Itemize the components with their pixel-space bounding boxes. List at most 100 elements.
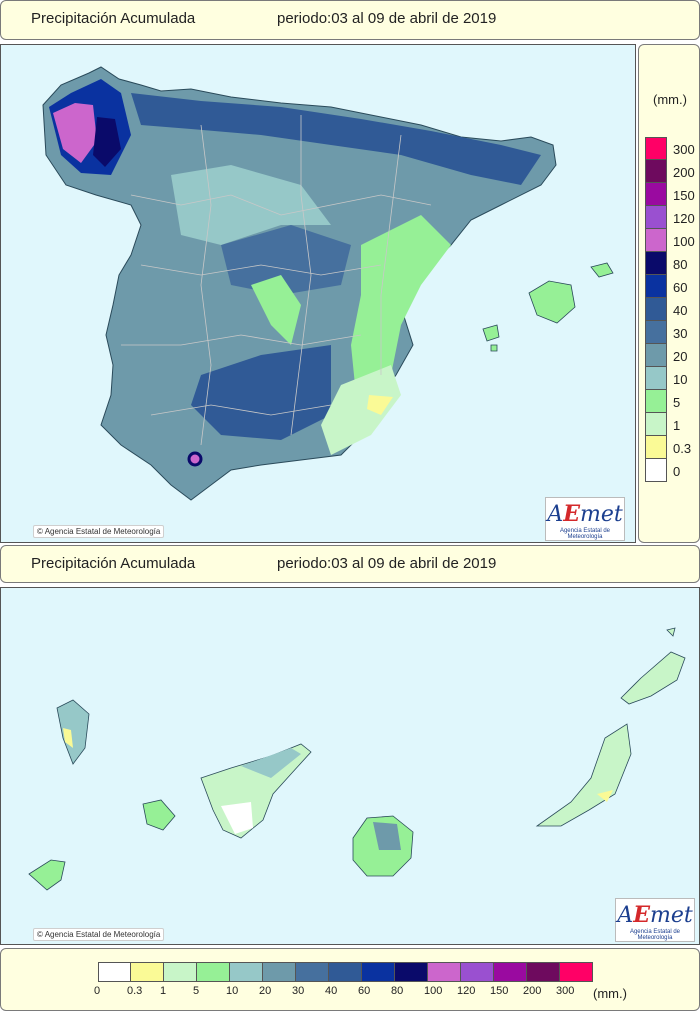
legend-label: 10 (673, 372, 688, 387)
fuerteventura (535, 723, 632, 827)
credit-canary: © Agencia Estatal de Meteorología (33, 928, 165, 941)
logo-mark-a-canary: A (617, 903, 634, 928)
aemet-logo-top: AEmet Agencia Estatal de Meteorología (545, 497, 625, 541)
logo-mark-rest-canary: met (649, 903, 693, 928)
legend-h-swatch (263, 962, 296, 982)
legend-swatch (645, 413, 667, 436)
legend-h-unit: (mm.) (593, 986, 627, 1001)
central-wet-zone (221, 225, 351, 295)
el-hierro (28, 859, 66, 891)
canary-map: © Agencia Estatal de Meteorología AEmet … (0, 587, 700, 945)
logo-mark-rest: met (579, 502, 623, 527)
legend-h-swatch (296, 962, 329, 982)
peninsula-map-graphic (42, 66, 614, 501)
gran-canaria-wet (373, 822, 401, 850)
canary-title-bar: Precipitación Acumulada periodo:03 al 09… (0, 545, 700, 583)
credit-top-text: Agencia Estatal de Meteorología (44, 527, 161, 536)
credit-top: © Agencia Estatal de Meteorología (33, 525, 165, 538)
legend-swatch (645, 321, 667, 344)
legend-h-label: 100 (424, 985, 443, 997)
legend-h-label: 0 (94, 985, 101, 997)
galicia-core (93, 117, 121, 167)
tenerife-north (241, 748, 301, 778)
ibiza (482, 324, 500, 342)
east-dry-zone (351, 215, 451, 395)
legend-swatch (645, 229, 667, 252)
malaga-peak (187, 451, 203, 467)
fuerteventura-dry (597, 790, 613, 802)
legend-h-label: 20 (259, 985, 272, 997)
southeast-driest-zone (367, 395, 393, 415)
legend-h-label: 10 (226, 985, 239, 997)
legend-label: 5 (673, 395, 681, 410)
legend-label: 0.3 (673, 441, 692, 456)
legend-h-label: 60 (358, 985, 371, 997)
legend-label: 120 (673, 211, 695, 226)
legend-h-swatch (329, 962, 362, 982)
legend-swatch (645, 206, 667, 229)
logo-mark-e-canary: E (633, 902, 650, 928)
legend-h-swatch (428, 962, 461, 982)
province-borders (121, 115, 432, 446)
legend-h-label: 80 (391, 985, 404, 997)
legend-label: 20 (673, 349, 688, 364)
menorca (590, 262, 614, 278)
la-graciosa (666, 627, 676, 637)
legend-horizontal: 0 0.3 1 5 10 20 30 40 60 80 100 120 150 200 300 (mm.) (0, 948, 700, 1011)
legend-swatch (645, 183, 667, 206)
peninsula-map: © Agencia Estatal de Meteorología AEmet … (0, 44, 636, 543)
logo-mark-a: A (547, 502, 564, 527)
legend-label: 30 (673, 326, 688, 341)
legend-h-swatch (560, 962, 593, 982)
credit-canary-text: Agencia Estatal de Meteorología (44, 930, 161, 939)
aemet-logo-canary: AEmet Agencia Estatal de Meteorología (615, 898, 695, 942)
la-palma-dry (63, 728, 73, 748)
legend-swatch (645, 367, 667, 390)
legend-swatch (645, 275, 667, 298)
legend-swatch (645, 137, 667, 160)
logo-mark-e: E (563, 501, 580, 527)
southeast-dry-zone (321, 365, 401, 455)
legend-swatch (645, 344, 667, 367)
mallorca (528, 280, 576, 324)
canary-period-label: periodo:03 al 09 de abril de 2019 (277, 555, 497, 572)
map-title: Precipitación Acumulada (31, 10, 196, 27)
legend-unit: (mm.) (653, 92, 687, 107)
legend-label: 40 (673, 303, 688, 318)
logo-subtitle-top: Agencia Estatal de Meteorología (559, 528, 611, 540)
legend-h-swatch (131, 962, 164, 982)
legend-label: 0 (673, 464, 681, 479)
la-palma (56, 699, 90, 765)
legend-swatch (645, 252, 667, 275)
legend-label: 100 (673, 234, 695, 249)
formentera (490, 344, 498, 352)
legend-h-label: 150 (490, 985, 509, 997)
canary-map-title: Precipitación Acumulada (31, 555, 196, 572)
legend-h-swatch (461, 962, 494, 982)
legend-swatch (645, 298, 667, 321)
legend-h-label: 1 (160, 985, 167, 997)
legend-h-swatch (197, 962, 230, 982)
legend-h-swatch (362, 962, 395, 982)
logo-subtitle-canary: Agencia Estatal de Meteorología (629, 929, 681, 941)
legend-label: 300 (673, 142, 695, 157)
legend-h-label: 0.3 (127, 985, 143, 997)
legend-h-swatch (527, 962, 560, 982)
legend-label: 80 (673, 257, 688, 272)
legend-label: 60 (673, 280, 688, 295)
legend-h-swatch (164, 962, 197, 982)
legend-h-swatch (98, 962, 131, 982)
legend-h-label: 40 (325, 985, 338, 997)
legend-vertical: (mm.) 300 200 150 120 100 80 60 40 30 20 10 5 1 0.3 0 (638, 44, 700, 543)
legend-h-swatch (230, 962, 263, 982)
legend-h-label: 5 (193, 985, 200, 997)
green-patch-center (251, 275, 301, 345)
legend-h-label: 30 (292, 985, 305, 997)
top-title-bar: Precipitación Acumulada periodo:03 al 09… (0, 0, 700, 40)
canary-map-graphic (28, 627, 686, 891)
period-label: periodo:03 al 09 de abril de 2019 (277, 10, 497, 27)
lanzarote (620, 651, 686, 705)
legend-label: 150 (673, 188, 695, 203)
legend-h-label: 120 (457, 985, 476, 997)
la-gomera (142, 799, 176, 831)
